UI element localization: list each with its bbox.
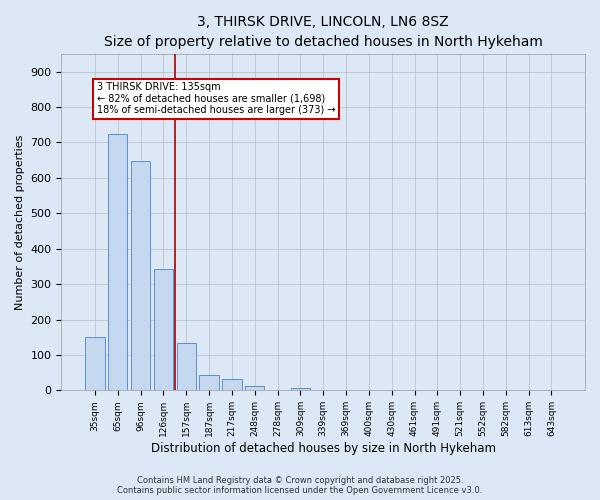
Bar (199, 376, 219, 390)
Bar (245, 386, 265, 390)
Text: Contains HM Land Registry data © Crown copyright and database right 2025.
Contai: Contains HM Land Registry data © Crown c… (118, 476, 482, 495)
Y-axis label: Number of detached properties: Number of detached properties (15, 134, 25, 310)
Bar (290, 388, 310, 390)
Bar (154, 269, 173, 390)
Bar (108, 134, 127, 390)
X-axis label: Distribution of detached houses by size in North Hykeham: Distribution of detached houses by size … (151, 442, 496, 455)
Text: 3 THIRSK DRIVE: 135sqm
← 82% of detached houses are smaller (1,698)
18% of semi-: 3 THIRSK DRIVE: 135sqm ← 82% of detached… (97, 82, 335, 116)
Bar (176, 343, 196, 390)
Bar (85, 337, 104, 390)
Bar (222, 379, 242, 390)
Title: 3, THIRSK DRIVE, LINCOLN, LN6 8SZ
Size of property relative to detached houses i: 3, THIRSK DRIVE, LINCOLN, LN6 8SZ Size o… (104, 15, 542, 48)
Bar (131, 161, 150, 390)
